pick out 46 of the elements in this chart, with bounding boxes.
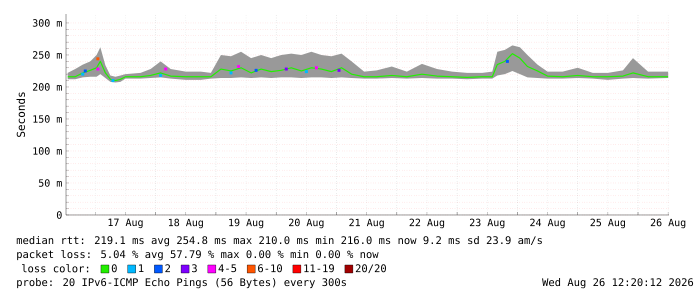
legend-label: 20/20 (356, 264, 386, 274)
y-axis-title: Seconds (16, 92, 26, 137)
point (111, 79, 114, 82)
point (96, 68, 100, 71)
x-tick-label: 21 Aug (349, 218, 384, 228)
x-tick-label: 18 Aug (168, 218, 203, 228)
point (506, 60, 509, 63)
y-tick-label: 0 (56, 211, 62, 219)
y-tick-label: 200 m (32, 83, 62, 91)
point (314, 66, 318, 70)
legend-label: 1 (139, 264, 144, 272)
point (84, 69, 87, 72)
point (164, 68, 168, 71)
y-tick-label: 150 m (33, 115, 62, 123)
x-tick-label: 25 Aug (590, 218, 625, 228)
x-tick-label: 26 Aug (650, 218, 686, 228)
point (304, 70, 308, 74)
text: probe: 20 IPv6-ICMP Echo Pings (56 Bytes) every 300s (17, 278, 346, 288)
point (254, 68, 258, 72)
y-tick-label: 250 m (32, 51, 62, 59)
x-tick-label: 19 Aug (229, 218, 264, 228)
legend-label: 11-19 (304, 264, 334, 272)
x-tick-label: 17 Aug (108, 218, 143, 228)
legend-label: 6-10 (258, 264, 282, 272)
legend-label: 0 (112, 264, 117, 272)
point (237, 64, 240, 68)
text: Wed Aug 26 12:20:12 2026 (542, 278, 694, 288)
point (96, 57, 100, 60)
x-tick-label: 20 Aug (289, 218, 324, 228)
point (229, 71, 232, 74)
legend-label: 2 (165, 264, 170, 272)
y-tick-label: 50 m (38, 179, 62, 187)
y-tick-label: 300 m (32, 19, 62, 27)
y-tick-label: 100 m (33, 147, 62, 155)
point (159, 74, 162, 77)
point (81, 72, 84, 76)
x-tick-label: 24 Aug (530, 218, 565, 228)
text: median rtt: 219.1 ms avg 254.8 ms max 210.0 ms min 216.0 ms now 9.2 ms sd 23.9 am/s (16, 236, 542, 246)
legend-label: 4-5 (218, 264, 236, 272)
legend-label: 3 (192, 264, 197, 272)
point (338, 68, 341, 72)
point (284, 68, 288, 71)
legend-title: loss color: (22, 264, 88, 272)
text: packet loss: 5.04 % avg 57.79 % max 0.00 % min 0.00 % now (17, 250, 379, 260)
x-tick-label: 22 Aug (410, 218, 444, 228)
x-tick-label: 23 Aug (470, 218, 504, 228)
